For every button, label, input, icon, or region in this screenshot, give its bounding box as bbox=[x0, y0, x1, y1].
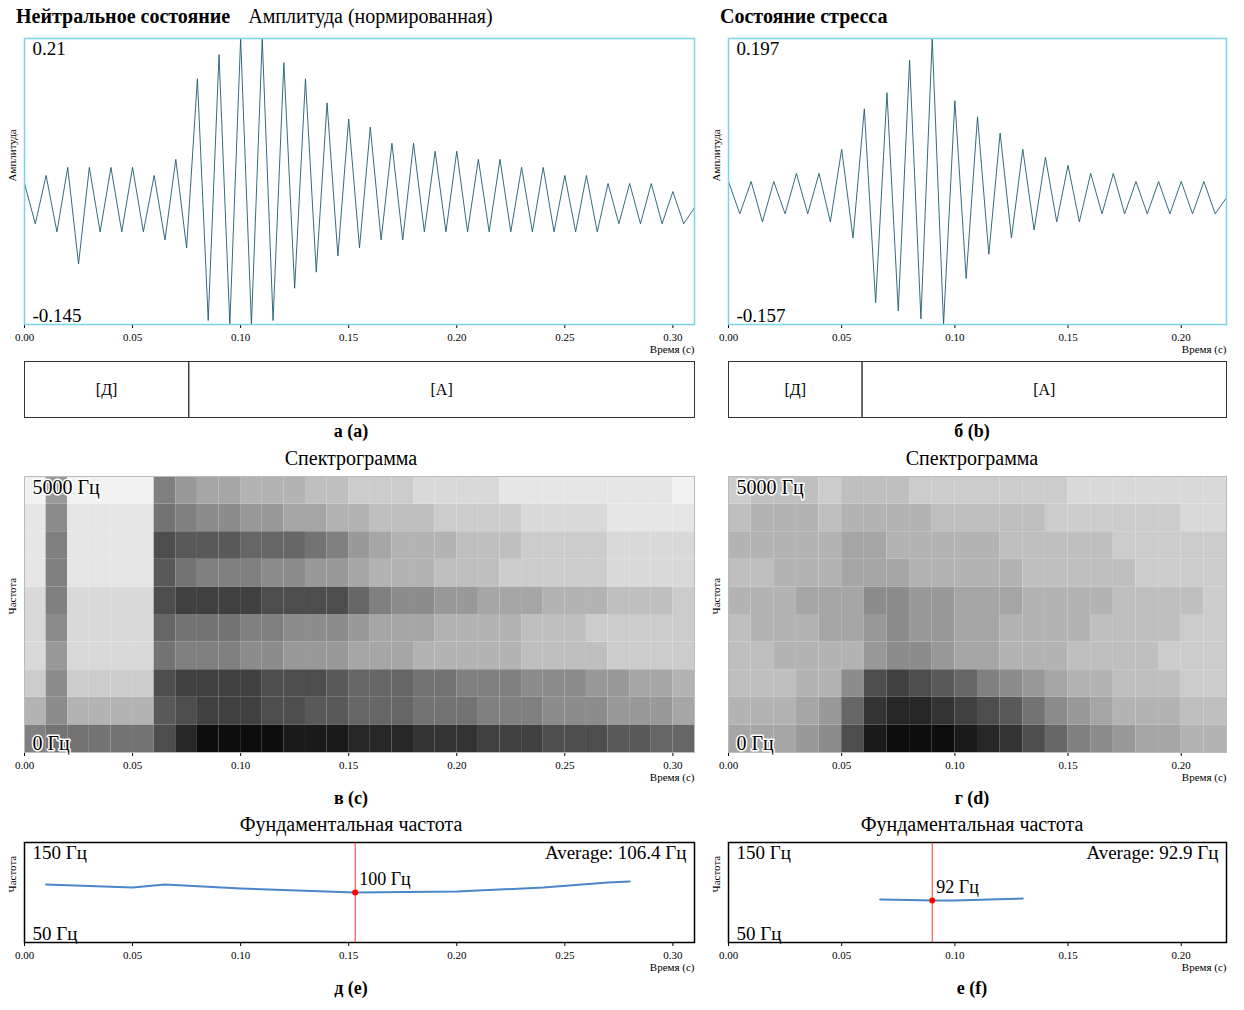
svg-text:Время (с): Время (с) bbox=[650, 343, 695, 356]
svg-text:0.15: 0.15 bbox=[1058, 949, 1078, 961]
svg-text:100 Гц: 100 Гц bbox=[359, 869, 411, 889]
svg-text:0.20: 0.20 bbox=[1172, 949, 1192, 961]
svg-text:0.05: 0.05 bbox=[123, 759, 143, 771]
svg-text:0.05: 0.05 bbox=[123, 949, 143, 961]
svg-text:50 Гц: 50 Гц bbox=[33, 923, 78, 944]
svg-text:Амплитуда: Амплитуда bbox=[710, 129, 722, 181]
svg-text:0.05: 0.05 bbox=[832, 331, 852, 343]
svg-text:0.197: 0.197 bbox=[737, 38, 780, 59]
svg-text:Время (с): Время (с) bbox=[650, 771, 695, 784]
svg-text:0.10: 0.10 bbox=[945, 331, 965, 343]
svg-text:Частота: Частота bbox=[6, 578, 18, 615]
svg-text:0.05: 0.05 bbox=[832, 949, 852, 961]
svg-text:0.00: 0.00 bbox=[15, 331, 35, 343]
svg-text:Частота: Частота bbox=[710, 856, 722, 893]
svg-text:0.30: 0.30 bbox=[663, 759, 683, 771]
html-text:Спектрограмма: Спектрограмма bbox=[284, 447, 418, 469]
svg-text:0.20: 0.20 bbox=[1172, 759, 1192, 771]
svg-text:0.20: 0.20 bbox=[447, 949, 467, 961]
svg-text:0.10: 0.10 bbox=[231, 331, 251, 343]
html-text:Фундаментальная частота: Фундаментальная частота bbox=[239, 813, 463, 835]
html-text:Состояние стресса: Состояние стресса bbox=[720, 5, 888, 27]
svg-text:5000 Гц: 5000 Гц bbox=[737, 476, 805, 499]
svg-text:Время (с): Время (с) bbox=[1182, 343, 1227, 356]
svg-text:0.20: 0.20 bbox=[447, 759, 467, 771]
svg-text:0.00: 0.00 bbox=[719, 331, 739, 343]
svg-text:[Д]: [Д] bbox=[784, 381, 806, 399]
svg-text:Амплитуда: Амплитуда bbox=[6, 129, 18, 181]
html-text:а (a): а (a) bbox=[333, 421, 369, 441]
svg-text:[А]: [А] bbox=[1033, 381, 1055, 398]
svg-text:[А]: [А] bbox=[431, 381, 453, 398]
svg-text:0.30: 0.30 bbox=[663, 949, 683, 961]
html-text:д (e): д (e) bbox=[334, 978, 368, 998]
svg-text:0.10: 0.10 bbox=[231, 949, 251, 961]
svg-text:92 Гц: 92 Гц bbox=[936, 877, 979, 897]
svg-text:0.25: 0.25 bbox=[555, 949, 575, 961]
html-text:г (d): г (d) bbox=[954, 788, 990, 808]
html-text:в (c): в (c) bbox=[333, 788, 369, 808]
svg-text:Average: 106.4 Гц: Average: 106.4 Гц bbox=[545, 842, 687, 863]
svg-text:0.15: 0.15 bbox=[339, 949, 359, 961]
svg-text:0.00: 0.00 bbox=[719, 949, 739, 961]
svg-text:0.25: 0.25 bbox=[555, 331, 575, 343]
svg-text:0.20: 0.20 bbox=[447, 331, 467, 343]
svg-text:0.10: 0.10 bbox=[945, 759, 965, 771]
svg-text:0.20: 0.20 bbox=[1172, 331, 1192, 343]
svg-text:150 Гц: 150 Гц bbox=[33, 842, 87, 863]
svg-text:0.15: 0.15 bbox=[339, 759, 359, 771]
svg-text:0 Гц: 0 Гц bbox=[33, 732, 71, 755]
svg-text:0.10: 0.10 bbox=[231, 759, 251, 771]
svg-text:0 Гц: 0 Гц bbox=[737, 732, 775, 755]
svg-text:0.00: 0.00 bbox=[15, 759, 35, 771]
svg-text:0.15: 0.15 bbox=[1058, 759, 1078, 771]
svg-text:0.25: 0.25 bbox=[555, 759, 575, 771]
svg-text:0.05: 0.05 bbox=[123, 331, 143, 343]
svg-text:0.15: 0.15 bbox=[339, 331, 359, 343]
svg-text:Частота: Частота bbox=[710, 578, 722, 615]
svg-text:0.30: 0.30 bbox=[663, 331, 683, 343]
svg-text:[Д]: [Д] bbox=[96, 381, 118, 399]
svg-text:5000 Гц: 5000 Гц bbox=[33, 476, 101, 499]
svg-text:Время (с): Время (с) bbox=[1182, 771, 1227, 784]
svg-text:-0.157: -0.157 bbox=[737, 305, 786, 326]
svg-text:150 Гц: 150 Гц bbox=[737, 842, 791, 863]
html-text:е (f): е (f) bbox=[956, 978, 988, 998]
html-text:Амплитуда (нормированная): Амплитуда (нормированная) bbox=[248, 5, 493, 27]
svg-text:Average: 92.9 Гц: Average: 92.9 Гц bbox=[1086, 842, 1218, 863]
html-text:Спектрограмма: Спектрограмма bbox=[905, 447, 1039, 469]
svg-text:0.00: 0.00 bbox=[719, 759, 739, 771]
svg-text:50 Гц: 50 Гц bbox=[737, 923, 782, 944]
html-text:Нейтральное состояние: Нейтральное состояние bbox=[16, 5, 231, 27]
svg-text:0.21: 0.21 bbox=[33, 38, 66, 59]
svg-text:Время (с): Время (с) bbox=[1182, 961, 1227, 974]
svg-text:0.15: 0.15 bbox=[1058, 331, 1078, 343]
svg-text:0.05: 0.05 bbox=[832, 759, 852, 771]
svg-text:0.10: 0.10 bbox=[945, 949, 965, 961]
svg-text:Частота: Частота bbox=[6, 856, 18, 893]
html-text:Фундаментальная частота: Фундаментальная частота bbox=[860, 813, 1084, 835]
svg-text:Время (с): Время (с) bbox=[650, 961, 695, 974]
svg-text:-0.145: -0.145 bbox=[33, 305, 82, 326]
svg-text:0.00: 0.00 bbox=[15, 949, 35, 961]
html-text:б (b): б (b) bbox=[954, 421, 990, 441]
